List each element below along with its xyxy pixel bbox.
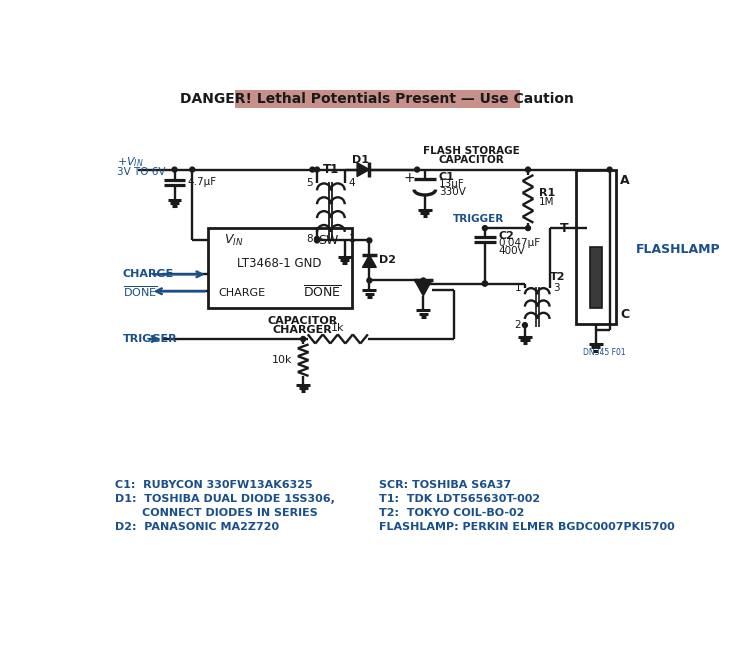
Text: D2:  PANASONIC MA2Z720: D2: PANASONIC MA2Z720 — [115, 522, 279, 532]
Circle shape — [315, 167, 320, 172]
Text: T1: T1 — [323, 163, 339, 176]
Text: 1M: 1M — [539, 197, 554, 207]
Text: SW: SW — [318, 234, 339, 247]
Circle shape — [310, 167, 315, 172]
Circle shape — [315, 238, 320, 243]
Text: 1k: 1k — [331, 323, 345, 333]
Polygon shape — [357, 163, 370, 176]
Bar — [234, 89, 520, 108]
Text: 1: 1 — [348, 234, 355, 244]
Circle shape — [172, 167, 177, 172]
Text: 3V TO 6V: 3V TO 6V — [117, 167, 165, 177]
Text: $\overline{\mathrm{DONE}}$: $\overline{\mathrm{DONE}}$ — [123, 284, 157, 298]
Text: T: T — [559, 222, 568, 235]
Text: C2: C2 — [499, 231, 514, 241]
Text: 3: 3 — [553, 283, 560, 293]
Text: $V_{IN}$: $V_{IN}$ — [224, 233, 243, 248]
Text: CHARGE: CHARGE — [123, 270, 174, 279]
Polygon shape — [415, 281, 431, 296]
Bar — [208, 228, 351, 308]
Circle shape — [315, 236, 320, 241]
Text: SCR: TOSHIBA S6A37: SCR: TOSHIBA S6A37 — [379, 480, 511, 490]
Circle shape — [482, 281, 487, 286]
Text: 0.047µF: 0.047µF — [499, 239, 541, 249]
Bar — [576, 170, 616, 323]
Text: C: C — [620, 308, 629, 321]
Text: CAPACITOR: CAPACITOR — [268, 316, 338, 325]
Text: C1:  RUBYCON 330FW13AK6325: C1: RUBYCON 330FW13AK6325 — [115, 480, 313, 490]
Text: C1: C1 — [439, 173, 454, 182]
Text: CAPACITOR: CAPACITOR — [438, 155, 504, 165]
Text: 8: 8 — [306, 234, 312, 244]
Text: 2: 2 — [514, 320, 521, 330]
Text: T1:  TDK LDT565630T-002: T1: TDK LDT565630T-002 — [379, 494, 539, 504]
Text: T2:  TOKYO COIL-BO-02: T2: TOKYO COIL-BO-02 — [379, 508, 524, 518]
Text: DN345 F01: DN345 F01 — [584, 348, 626, 358]
Circle shape — [523, 323, 528, 327]
Text: CONNECT DIODES IN SERIES: CONNECT DIODES IN SERIES — [115, 508, 318, 518]
Text: D1:  TOSHIBA DUAL DIODE 1SS306,: D1: TOSHIBA DUAL DIODE 1SS306, — [115, 494, 335, 504]
Text: LT3468-1 GND: LT3468-1 GND — [237, 257, 322, 270]
Text: CHARGER: CHARGER — [273, 325, 333, 335]
Text: CHARGE: CHARGE — [219, 288, 266, 298]
Text: 4.7µF: 4.7µF — [187, 177, 217, 187]
Text: T2: T2 — [550, 272, 565, 282]
Text: R1: R1 — [539, 188, 555, 197]
Text: DANGER! Lethal Potentials Present — Use Caution: DANGER! Lethal Potentials Present — Use … — [180, 92, 574, 106]
Circle shape — [421, 278, 426, 283]
Text: FLASHLAMP: FLASHLAMP — [636, 243, 720, 256]
Text: +: + — [404, 171, 415, 185]
Text: 13µF: 13µF — [439, 179, 465, 189]
Text: TRIGGER: TRIGGER — [453, 214, 504, 224]
Circle shape — [367, 238, 372, 243]
Text: $\overline{\mathrm{DONE}}$: $\overline{\mathrm{DONE}}$ — [303, 285, 342, 300]
Circle shape — [367, 278, 372, 283]
Text: 5: 5 — [306, 178, 312, 188]
Bar — [589, 247, 602, 308]
Circle shape — [526, 167, 531, 172]
Text: D1: D1 — [352, 155, 370, 165]
Circle shape — [190, 167, 195, 172]
Circle shape — [301, 337, 306, 341]
Text: A: A — [620, 174, 630, 187]
Circle shape — [526, 226, 531, 230]
Text: 10k: 10k — [272, 355, 293, 365]
Text: FLASHLAMP: PERKIN ELMER BGDC0007PKI5700: FLASHLAMP: PERKIN ELMER BGDC0007PKI5700 — [379, 522, 675, 532]
Circle shape — [415, 167, 420, 172]
Text: 1: 1 — [514, 283, 521, 293]
Text: 330V: 330V — [439, 187, 465, 197]
Text: D2: D2 — [379, 255, 395, 266]
Text: $+V_{IN}$: $+V_{IN}$ — [117, 155, 143, 169]
Text: 4: 4 — [348, 178, 355, 188]
Text: 400V: 400V — [499, 246, 526, 256]
Text: FLASH STORAGE: FLASH STORAGE — [423, 146, 520, 156]
Polygon shape — [362, 255, 376, 268]
Circle shape — [607, 167, 612, 172]
Circle shape — [482, 226, 487, 230]
Circle shape — [482, 281, 487, 286]
Text: TRIGGER: TRIGGER — [123, 334, 178, 344]
